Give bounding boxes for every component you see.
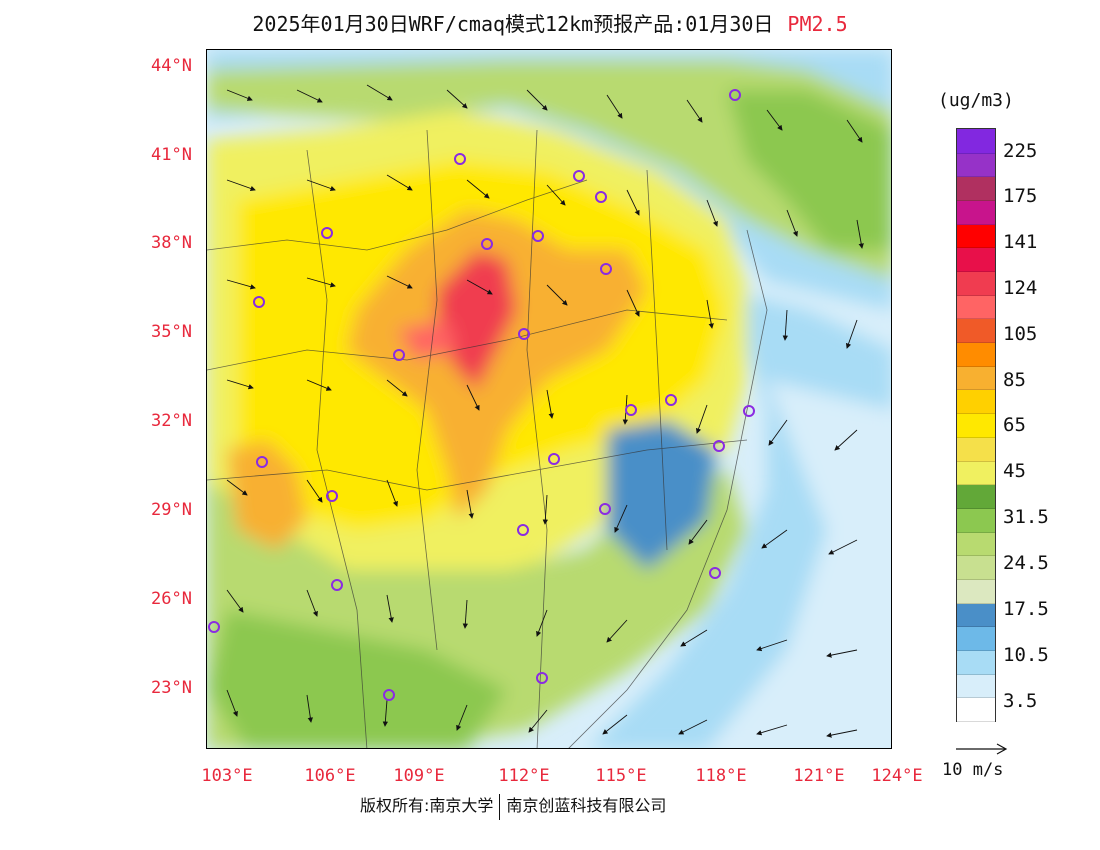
colorbar-bin <box>957 484 995 509</box>
title-pollutant: PM2.5 <box>787 12 848 36</box>
colorbar-unit: (ug/m3) <box>938 90 1014 111</box>
concentration-field <box>207 50 891 748</box>
copyright: 版权所有:南京大学 南京创蓝科技有限公司 <box>360 792 666 820</box>
title-main: 2025年01月30日WRF/cmaq模式12km预报产品:01月30日 <box>252 12 774 36</box>
colorbar-bin <box>957 223 995 249</box>
colorbar <box>956 128 996 722</box>
wind-vectors <box>226 84 864 738</box>
lat-label-32: 32°N <box>151 411 192 431</box>
lon-label-103: 103°E <box>201 766 253 786</box>
colorbar-bin <box>957 649 995 675</box>
colorbar-label: 105 <box>1003 323 1038 345</box>
colorbar-bin <box>957 697 995 722</box>
lon-label-106: 106°E <box>304 766 356 786</box>
colorbar-bin <box>957 342 995 367</box>
pm25-map <box>206 49 892 749</box>
colorbar-bin <box>957 507 995 533</box>
lat-label-44: 44°N <box>151 56 192 76</box>
colorbar-label: 31.5 <box>1003 506 1049 528</box>
colorbar-bin <box>957 626 995 651</box>
city-markers <box>208 89 755 701</box>
lat-label-41: 41°N <box>151 145 192 165</box>
map-canvas <box>207 50 891 748</box>
lon-label-115: 115°E <box>595 766 647 786</box>
colorbar-bin <box>957 602 995 628</box>
copyright-left: 版权所有:南京大学 <box>360 796 494 815</box>
colorbar-bin <box>957 365 995 391</box>
colorbar-label: 3.5 <box>1003 690 1038 712</box>
colorbar-bin <box>957 318 995 344</box>
colorbar-label: 124 <box>1003 277 1038 299</box>
colorbar-bin <box>957 294 995 320</box>
colorbar-label: 65 <box>1003 414 1026 436</box>
colorbar-bin <box>957 531 995 557</box>
lon-label-124: 124°E <box>871 766 923 786</box>
colorbar-bin <box>957 200 995 225</box>
colorbar-bin <box>957 578 995 604</box>
colorbar-label: 141 <box>1003 231 1038 253</box>
colorbar-bin <box>957 389 995 415</box>
colorbar-label: 225 <box>1003 140 1038 162</box>
lon-label-112: 112°E <box>498 766 550 786</box>
lat-label-23: 23°N <box>151 678 192 698</box>
lon-label-109: 109°E <box>393 766 445 786</box>
wind-reference-label: 10 m/s <box>942 760 1004 780</box>
map-title: 2025年01月30日WRF/cmaq模式12km预报产品:01月30日 PM2.… <box>0 8 1100 37</box>
colorbar-bin <box>957 247 995 273</box>
lat-label-38: 38°N <box>151 233 192 253</box>
lat-label-35: 35°N <box>151 322 192 342</box>
colorbar-bin <box>957 129 995 154</box>
colorbar-bin <box>957 152 995 178</box>
colorbar-label: 175 <box>1003 185 1038 207</box>
copyright-divider <box>499 793 501 820</box>
lat-label-26: 26°N <box>151 589 192 609</box>
colorbar-label: 45 <box>1003 460 1026 482</box>
colorbar-bin <box>957 436 995 462</box>
colorbar-bin <box>957 176 995 202</box>
copyright-right: 南京创蓝科技有限公司 <box>506 796 667 815</box>
wind-reference-arrow <box>956 743 1008 755</box>
colorbar-bin <box>957 413 995 438</box>
colorbar-label: 10.5 <box>1003 644 1049 666</box>
lon-label-118: 118°E <box>695 766 747 786</box>
lon-label-121: 121°E <box>793 766 845 786</box>
colorbar-bin <box>957 673 995 699</box>
colorbar-label: 17.5 <box>1003 598 1049 620</box>
lat-label-29: 29°N <box>151 500 192 520</box>
colorbar-bin <box>957 555 995 580</box>
colorbar-label: 24.5 <box>1003 552 1049 574</box>
boundary-lines <box>207 129 768 748</box>
colorbar-bin <box>957 460 995 486</box>
colorbar-bin <box>957 271 995 296</box>
colorbar-label: 85 <box>1003 369 1026 391</box>
